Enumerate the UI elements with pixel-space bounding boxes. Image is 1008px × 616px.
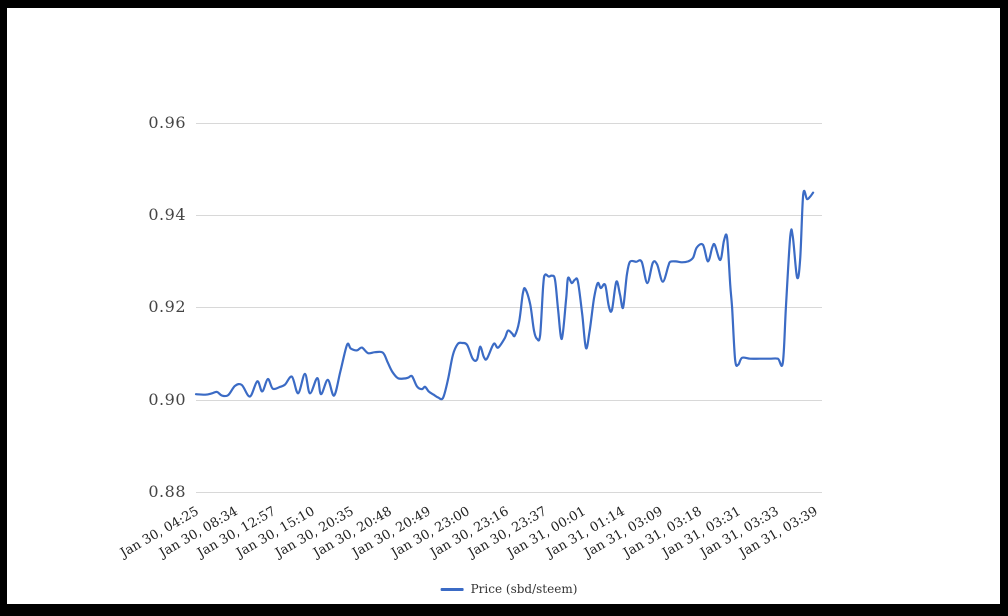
y-tick-label: 0.90 — [148, 390, 186, 409]
legend: Price (sbd/steem) — [440, 581, 578, 597]
y-tick-label: 0.88 — [148, 482, 186, 501]
legend-label: Price (sbd/steem) — [470, 582, 578, 596]
y-tick-label: 0.92 — [148, 297, 186, 316]
gridline — [196, 307, 822, 308]
y-tick-label: 0.96 — [148, 113, 186, 132]
price-line-series — [194, 189, 815, 401]
gridline — [196, 400, 822, 401]
gridline — [196, 492, 822, 493]
chart-canvas — [7, 8, 1000, 604]
gridline — [196, 215, 822, 216]
gridline — [196, 123, 822, 124]
legend-line-swatch — [440, 587, 464, 591]
y-tick-label: 0.94 — [148, 205, 186, 224]
